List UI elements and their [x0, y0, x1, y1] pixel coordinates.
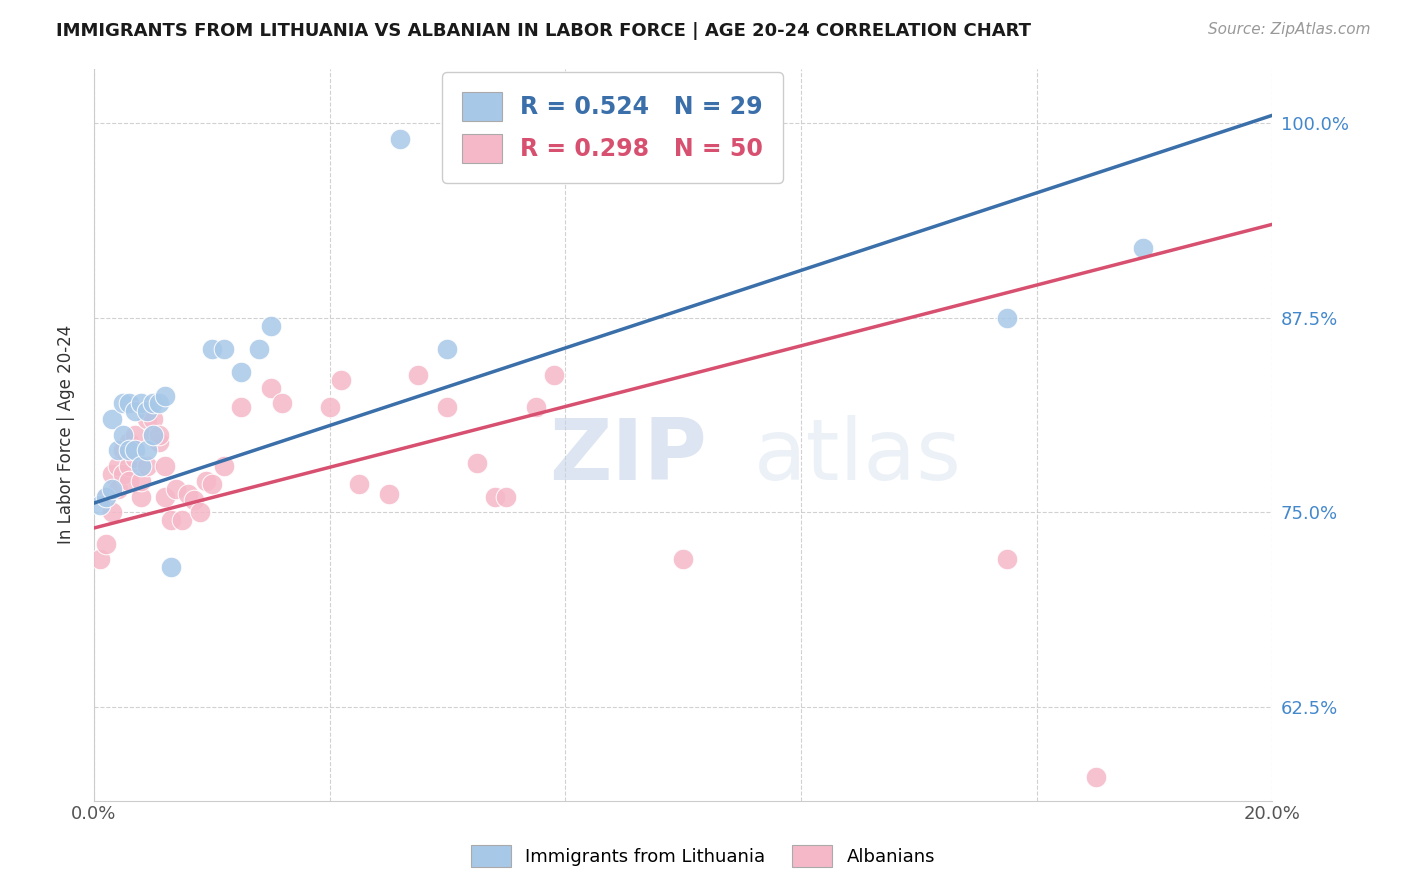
Point [231, 400, 253, 414]
Point [118, 396, 141, 410]
Point [129, 396, 152, 410]
Point [118, 458, 141, 473]
Point [148, 427, 170, 442]
Point [1084, 770, 1107, 784]
Point [995, 310, 1018, 325]
Point [129, 490, 152, 504]
Point [484, 490, 506, 504]
Text: ZIP: ZIP [548, 415, 707, 498]
Point [247, 342, 270, 356]
Point [124, 450, 146, 465]
Point [107, 458, 129, 473]
Point [212, 342, 235, 356]
Point [124, 443, 146, 458]
Point [159, 513, 181, 527]
Point [465, 456, 488, 470]
Point [107, 482, 129, 496]
Point [172, 513, 194, 527]
Point [136, 443, 159, 458]
Point [100, 505, 122, 519]
Point [100, 412, 122, 426]
Point [142, 412, 165, 426]
Y-axis label: In Labor Force | Age 20-24: In Labor Force | Age 20-24 [58, 325, 75, 544]
Point [212, 458, 235, 473]
Point [201, 342, 224, 356]
Point [142, 396, 165, 410]
Point [112, 396, 135, 410]
Point [142, 427, 165, 442]
Point [260, 381, 283, 395]
Point [136, 458, 159, 473]
Point [148, 435, 170, 450]
Legend: Immigrants from Lithuania, Albanians: Immigrants from Lithuania, Albanians [463, 836, 943, 876]
Point [1132, 241, 1154, 255]
Point [330, 373, 353, 387]
Point [183, 493, 205, 508]
Point [159, 560, 181, 574]
Point [672, 552, 695, 566]
Point [377, 487, 399, 501]
Point [201, 477, 224, 491]
Point [995, 552, 1018, 566]
Point [436, 400, 458, 414]
Point [188, 505, 211, 519]
Point [153, 490, 176, 504]
Point [112, 427, 135, 442]
Text: atlas: atlas [754, 415, 962, 498]
Point [406, 368, 429, 383]
Point [231, 365, 253, 379]
Point [524, 400, 547, 414]
Legend: R = 0.524   N = 29, R = 0.298   N = 50: R = 0.524 N = 29, R = 0.298 N = 50 [441, 72, 783, 183]
Point [129, 458, 152, 473]
Point [89, 552, 111, 566]
Point [89, 498, 111, 512]
Point [112, 443, 135, 458]
Point [347, 477, 370, 491]
Point [118, 475, 141, 489]
Point [100, 482, 122, 496]
Point [271, 396, 294, 410]
Point [177, 487, 200, 501]
Point [543, 368, 565, 383]
Point [100, 467, 122, 481]
Point [124, 404, 146, 418]
Point [153, 458, 176, 473]
Point [112, 467, 135, 481]
Point [436, 342, 458, 356]
Point [118, 435, 141, 450]
Point [389, 131, 412, 145]
Point [142, 427, 165, 442]
Point [118, 443, 141, 458]
Point [94, 536, 117, 550]
Point [107, 443, 129, 458]
Point [129, 475, 152, 489]
Point [136, 404, 159, 418]
Point [153, 389, 176, 403]
Point [165, 482, 187, 496]
Text: IMMIGRANTS FROM LITHUANIA VS ALBANIAN IN LABOR FORCE | AGE 20-24 CORRELATION CHA: IMMIGRANTS FROM LITHUANIA VS ALBANIAN IN… [56, 22, 1031, 40]
Point [136, 412, 159, 426]
Point [94, 490, 117, 504]
Point [94, 490, 117, 504]
Point [148, 396, 170, 410]
Point [194, 475, 217, 489]
Point [318, 400, 340, 414]
Point [495, 490, 517, 504]
Text: Source: ZipAtlas.com: Source: ZipAtlas.com [1208, 22, 1371, 37]
Point [124, 427, 146, 442]
Point [260, 318, 283, 333]
